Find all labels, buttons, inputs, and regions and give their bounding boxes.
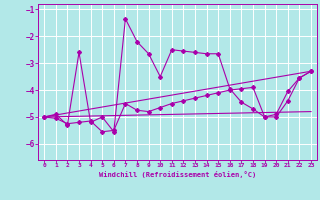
X-axis label: Windchill (Refroidissement éolien,°C): Windchill (Refroidissement éolien,°C) — [99, 171, 256, 178]
